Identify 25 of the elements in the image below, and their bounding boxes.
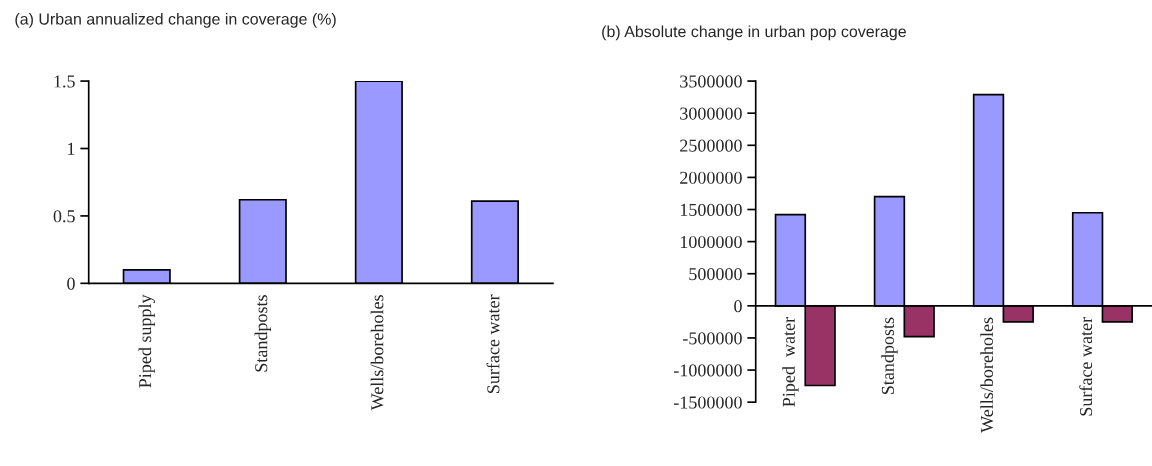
x-tick-label: Wells/boreholes [980, 317, 994, 433]
y-tick-label: 0 [67, 277, 75, 290]
x-tick-label: Piped supply [138, 294, 155, 388]
x-tick-label: Piped water [782, 317, 799, 407]
chart-title: (a) Urban annualized change in coverage (%) [15, 12, 336, 28]
y-tick-label: 1 [68, 142, 75, 155]
y-tick-label: 3500000 [680, 75, 742, 88]
y-tick-label: -1500000 [673, 396, 742, 409]
y-tick-label: 2500000 [680, 139, 742, 152]
y-tick-label: 1500000 [680, 203, 742, 216]
y-tick-label: 0.5 [53, 210, 75, 223]
y-tick-label: 500000 [689, 267, 742, 281]
x-tick-label: Standposts [254, 295, 271, 372]
x-tick-label: Surface water [486, 294, 500, 393]
chart-title: (b) Absolute change in urban pop coverage [602, 25, 906, 41]
x-tick-label: Standposts [881, 317, 898, 394]
y-tick-label: 2000000 [680, 171, 742, 184]
y-tick-label: 0 [734, 300, 742, 313]
y-tick-label: 3000000 [680, 107, 742, 120]
y-tick-label: 1000000 [680, 235, 742, 249]
y-tick-label: -1000000 [673, 364, 742, 377]
y-tick-label: -500000 [683, 332, 742, 345]
x-tick-label: Surface water [1079, 317, 1093, 416]
y-tick-label: 1.5 [54, 75, 75, 88]
x-tick-label: Wells/boreholes [370, 295, 384, 411]
